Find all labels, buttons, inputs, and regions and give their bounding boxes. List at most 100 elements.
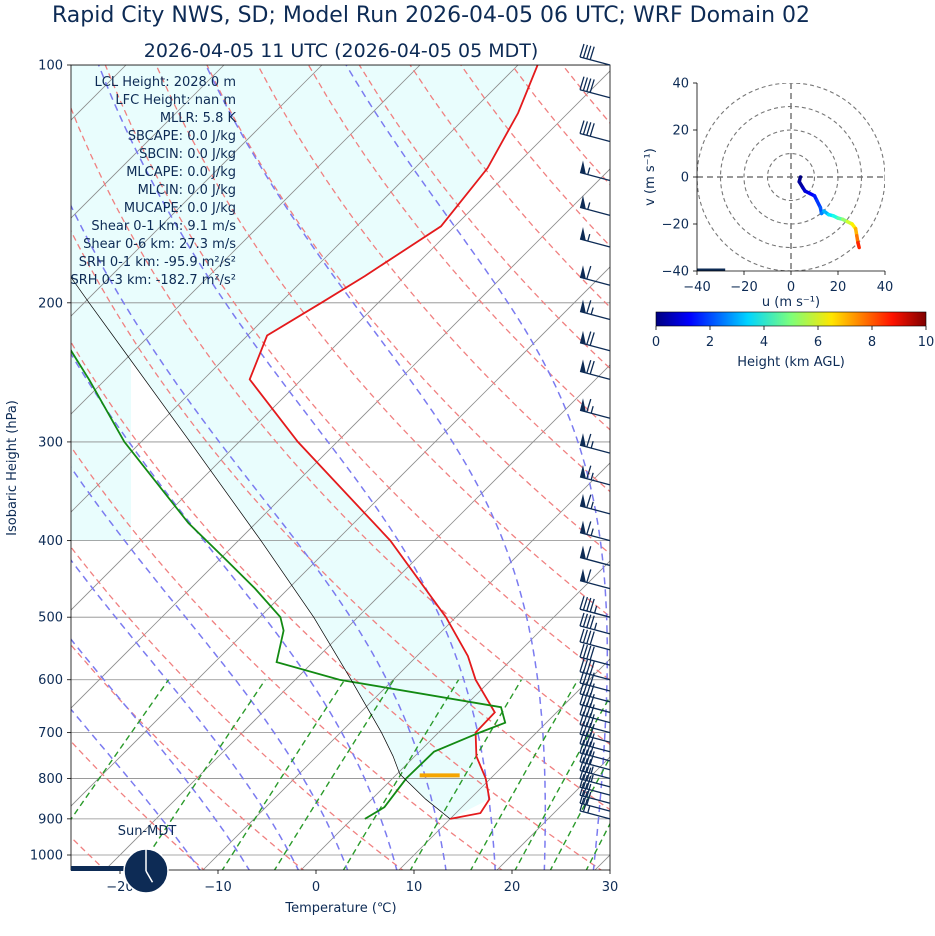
- isotherm-line: [71, 65, 225, 219]
- cape-fill: [71, 65, 538, 819]
- barb-staff: [579, 693, 611, 703]
- index-line: MLCAPE: 0.0 J/kg: [126, 165, 236, 180]
- dry-adiabat-line: [71, 229, 610, 811]
- barb-full: [582, 44, 589, 59]
- barb-full: [579, 757, 585, 771]
- barb-staff: [579, 802, 611, 812]
- barb-full: [586, 614, 592, 628]
- barb-flag: [580, 464, 586, 479]
- barb-full: [586, 78, 592, 92]
- dry-adiabat-line: [409, 65, 610, 309]
- barb-full: [579, 773, 585, 788]
- barb-full: [586, 331, 592, 345]
- pressure-tick-label: 700: [38, 726, 63, 741]
- pressure-tick-label: 200: [38, 296, 63, 311]
- barb-full: [582, 613, 589, 628]
- dry-adiabat-line: [71, 546, 404, 870]
- barb-half: [587, 805, 591, 814]
- barb-staff: [579, 56, 611, 66]
- barb-full: [579, 612, 585, 627]
- barb-flag: [580, 265, 586, 279]
- pressure-tick-label: 800: [38, 772, 63, 787]
- barb-full: [582, 774, 589, 789]
- barb-full: [579, 730, 585, 744]
- mixing-ratio-line: [470, 679, 579, 870]
- barb-staff: [579, 579, 611, 590]
- dry-adiabat-line: [71, 445, 503, 870]
- barb-full: [586, 433, 592, 448]
- moist-adiabat-line: [97, 65, 496, 870]
- wind-barb: [579, 120, 611, 143]
- barb-full: [582, 596, 589, 611]
- barb-full: [582, 77, 589, 91]
- wind-barb: [579, 628, 611, 651]
- index-line: Shear 0-6 km: 27.3 m/s: [83, 237, 236, 252]
- barb-flag: [580, 195, 586, 209]
- wind-barb: [579, 330, 611, 352]
- wind-barb: [579, 299, 611, 321]
- isotherm-line: [71, 70, 610, 611]
- wind-barb: [579, 739, 611, 762]
- dry-adiabat-line: [71, 106, 610, 746]
- barb-full: [582, 731, 589, 745]
- moist-adiabats: [71, 65, 609, 870]
- hodograph-y-tick-label: −20: [662, 218, 689, 233]
- barb-full: [586, 597, 592, 612]
- hodograph: −40 −20 0 20 40 −40 −20 0 20 40 u (m s⁻¹) v (m s⁻…: [643, 77, 893, 311]
- pressure-tick-label: 900: [38, 812, 63, 827]
- barb-staff: [579, 132, 611, 143]
- barb-full: [589, 661, 595, 675]
- barb-full: [579, 739, 585, 754]
- clock-label: Sun-MDT: [118, 824, 177, 839]
- valid-time-title: 2026-04-05 11 UTC (2026-04-05 05 MDT): [144, 40, 539, 62]
- barb-half: [590, 766, 594, 774]
- hodograph-x-tick-label: −20: [730, 280, 757, 295]
- barb-full: [586, 569, 592, 583]
- dry-adiabat-line: [561, 65, 610, 124]
- colorbar-gradient: [655, 311, 927, 327]
- barb-full: [582, 766, 589, 781]
- pressure-tick-label: 400: [38, 534, 63, 549]
- barb-full: [586, 783, 592, 798]
- barb-full: [586, 300, 592, 314]
- index-line: MLCIN: 0.0 J/kg: [138, 183, 236, 198]
- hodograph-x-tick-label: 0: [787, 280, 795, 295]
- barb-staff: [579, 743, 611, 753]
- wind-barb: [579, 195, 611, 216]
- temperature-profile: [248, 65, 539, 820]
- barb-full: [589, 704, 595, 718]
- dry-adiabat-line: [71, 740, 206, 870]
- hodograph-y-tick-label: 20: [672, 124, 689, 139]
- barb-full: [586, 750, 592, 764]
- temperature-tick-label: 30: [602, 880, 619, 895]
- clock-bar: [71, 866, 137, 871]
- barb-full: [582, 722, 589, 736]
- wind-barb: [579, 545, 611, 567]
- isotherm-line: [71, 266, 610, 807]
- barb-staff: [579, 810, 611, 820]
- barb-staff: [579, 761, 611, 771]
- wind-barb: [579, 721, 611, 743]
- barb-full: [589, 742, 595, 756]
- barb-staff: [579, 444, 611, 454]
- isotherm-line: [71, 65, 519, 513]
- dry-adiabat-line: [104, 65, 610, 681]
- index-line: LFC Height: nan m: [115, 93, 236, 108]
- barb-staff: [579, 752, 611, 762]
- barb-staff: [579, 682, 611, 692]
- figure-title: Rapid City NWS, SD; Model Run 2026-04-05…: [52, 3, 810, 28]
- mixing-ratio-line: [409, 679, 523, 870]
- isotherm-line: [398, 658, 610, 870]
- wind-barb: [579, 433, 611, 454]
- wind-barb: [579, 520, 611, 542]
- barb-flag: [580, 520, 586, 535]
- dry-adiabats: [71, 65, 935, 872]
- isotherm-line: [496, 756, 610, 870]
- isotherm-line: [104, 364, 610, 870]
- hodograph-x-label: u (m s⁻¹): [762, 295, 820, 310]
- barb-full: [582, 629, 589, 643]
- barb-full: [586, 660, 592, 674]
- index-line: SBCIN: 0.0 J/kg: [139, 147, 236, 162]
- wind-barb: [579, 789, 611, 812]
- dry-adiabat-line: [664, 65, 935, 872]
